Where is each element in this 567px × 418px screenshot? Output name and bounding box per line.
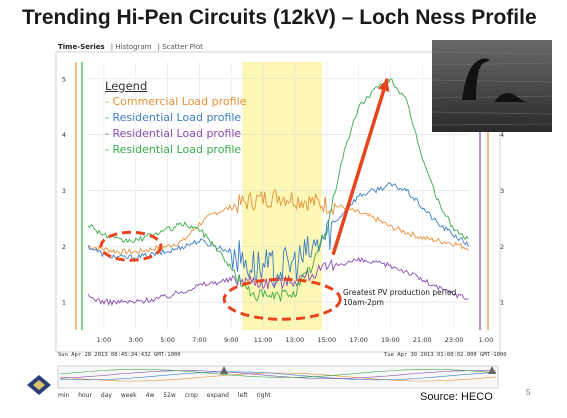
legend-item-residential-purple: - Residential Load profile (105, 126, 246, 142)
zoom-crop[interactable]: crop (184, 392, 198, 399)
annotation-line: 10am-2pm (343, 298, 384, 307)
legend-label: Residential Load profile (112, 143, 242, 156)
zoom-day[interactable]: day (100, 392, 112, 399)
y-tick-label: 5 (62, 75, 66, 83)
zoom-week[interactable]: week (120, 392, 137, 399)
callout-ellipse (222, 277, 342, 321)
x-tick-label: 1:00 (479, 336, 494, 344)
x-tick-label: 19:00 (381, 336, 400, 344)
y-tick-label: 3 (500, 187, 504, 195)
x-tick-label: 5:00 (160, 336, 175, 344)
trend-arrow (331, 78, 389, 256)
y-tick-label: 3 (62, 187, 66, 195)
source-label: Source: HECO (420, 391, 493, 403)
zoom-4w[interactable]: 4w (145, 392, 155, 399)
overview-line (59, 370, 497, 379)
callout-ellipse (99, 230, 163, 262)
x-tick-label: 17:00 (349, 336, 368, 344)
series-line (87, 182, 469, 289)
overview-handle-right (488, 366, 496, 374)
legend-label: Commercial Load profile (112, 95, 247, 108)
x-tick-label: 9:00 (224, 336, 239, 344)
x-tick-label: 1:00 (97, 336, 112, 344)
zoom-controls: min hour day week 4w 52w crop expand lef… (58, 392, 278, 399)
legend-label: Residential Load profile (112, 111, 242, 124)
annotation-line: Greatest PV production period (343, 288, 457, 297)
x-tick-label: 15:00 (317, 336, 336, 344)
legend-item-commercial: - Commercial Load profile (105, 94, 246, 110)
trend-arrow-head (377, 78, 390, 92)
zoom-expand[interactable]: expand (206, 392, 229, 399)
timestamp-start: Sun Apr 28 2013 08:45:34:432 GMT-1000 (58, 352, 181, 358)
legend-dash: - (105, 127, 113, 140)
y-tick-label: 4 (62, 131, 66, 139)
legend-label: Residential Load profile (112, 127, 242, 140)
legend-dash: - (105, 143, 113, 156)
y-tick-label: 4 (500, 131, 504, 139)
zoom-min[interactable]: min (58, 392, 70, 399)
series-line (87, 189, 469, 255)
page-number: 5 (526, 388, 531, 397)
legend-title: Legend (105, 79, 148, 93)
timestamp-end: Tue Apr 30 2013 01:00:02.000 GMT-1000 (384, 352, 507, 358)
chart-tabs: Time-Series | Histogram | Scatter Plot (58, 43, 203, 51)
y-tick-label: 2 (500, 243, 504, 251)
x-tick-label: 7:00 (192, 336, 207, 344)
tab-time-series[interactable]: Time-Series (58, 43, 105, 51)
legend: Legend - Commercial Load profile - Resid… (105, 78, 246, 158)
legend-dash: - (105, 95, 113, 108)
x-tick-label: 23:00 (445, 336, 464, 344)
zoom-right[interactable]: right (256, 392, 271, 399)
x-tick-label: 13:00 (286, 336, 305, 344)
x-tick-label: 3:00 (128, 336, 143, 344)
y-tick-label: 1 (62, 299, 66, 307)
x-tick-label: 11:00 (254, 336, 273, 344)
legend-item-residential-blue: - Residential Load profile (105, 110, 246, 126)
zoom-hour[interactable]: hour (78, 392, 92, 399)
overview-line (59, 372, 497, 382)
y-tick-label: 1 (500, 299, 504, 307)
legend-item-residential-green: - Residential Load profile (105, 142, 246, 158)
zoom-left[interactable]: left (237, 392, 248, 399)
loch-ness-photo-icon (432, 40, 552, 132)
overview-line (59, 371, 497, 381)
zoom-52w[interactable]: 52w (163, 392, 176, 399)
overview-line (59, 369, 497, 378)
tab-scatter-plot[interactable]: Scatter Plot (162, 43, 203, 51)
slide-title: Trending Hi-Pen Circuits (12kV) – Loch N… (22, 6, 537, 29)
x-tick-label: 21:00 (413, 336, 432, 344)
overview-strip (57, 365, 499, 389)
y-tick-label: 2 (62, 243, 66, 251)
pv-annotation: Greatest PV production period 10am-2pm (343, 288, 456, 308)
legend-dash: - (105, 111, 113, 124)
tab-histogram[interactable]: Histogram (115, 43, 152, 51)
company-logo-icon (27, 375, 51, 395)
overview-handle-left (220, 366, 228, 374)
